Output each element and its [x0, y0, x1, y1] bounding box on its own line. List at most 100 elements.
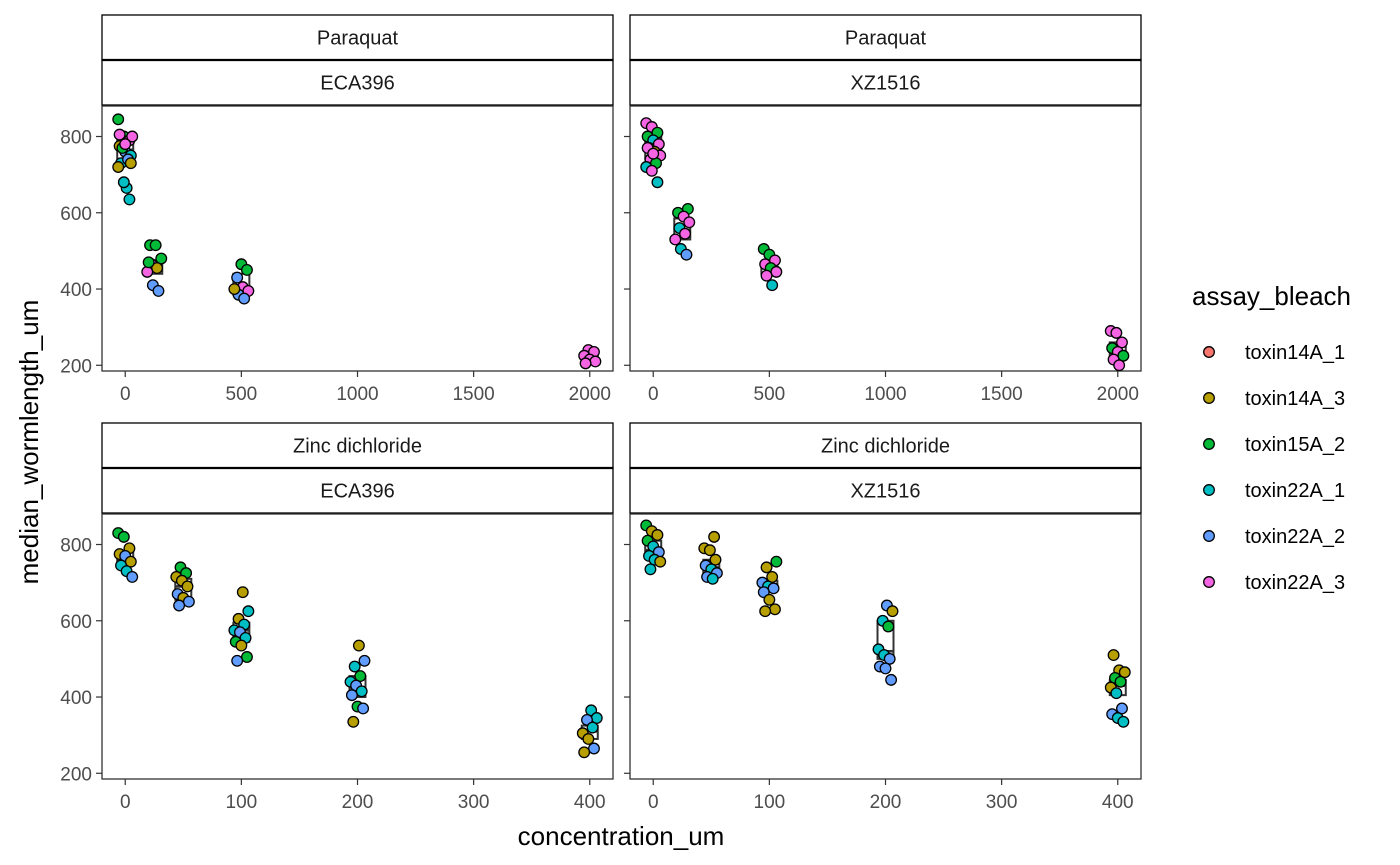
x-tick-label: 0 — [648, 792, 659, 813]
legend-item: toxin22A_1 — [1203, 480, 1345, 502]
panel-border — [629, 105, 1142, 372]
data-point — [123, 193, 136, 206]
data-point — [1117, 715, 1130, 728]
legend-label: toxin22A_1 — [1245, 480, 1345, 502]
data-point — [357, 702, 370, 715]
data-point — [669, 233, 682, 246]
data-point — [767, 582, 780, 595]
data-point — [766, 570, 779, 583]
data-point — [886, 605, 899, 618]
x-tick-label: 300 — [458, 792, 490, 813]
strip-box — [101, 467, 614, 514]
data-point — [651, 176, 664, 189]
y-tick-label: 600 — [60, 612, 92, 633]
data-point — [708, 530, 721, 543]
legend: assay_bleach toxin14A_1 toxin14A_3 toxin15… — [1192, 281, 1351, 594]
data-point — [760, 561, 773, 574]
legend-key — [1203, 484, 1215, 496]
data-point — [770, 555, 783, 568]
x-tick-label: 400 — [574, 792, 606, 813]
strip-box — [629, 59, 1142, 106]
data-point — [113, 128, 126, 141]
x-axis-title: concentration_um — [518, 821, 725, 851]
strip-label-strain: ECA396 — [320, 73, 395, 95]
y-tick-label: 200 — [60, 356, 92, 377]
legend-key — [1203, 576, 1215, 588]
strip-box — [101, 14, 614, 61]
data-point — [578, 746, 591, 759]
data-point — [760, 269, 773, 282]
data-point — [879, 662, 892, 675]
x-tick-label: 300 — [986, 792, 1018, 813]
data-point — [235, 639, 248, 652]
data-point — [588, 742, 600, 755]
strip-box — [101, 59, 614, 106]
data-point — [706, 572, 719, 585]
y-tick-label: 600 — [60, 204, 92, 225]
x-tick-label: 100 — [226, 792, 258, 813]
legend-item: toxin14A_3 — [1203, 388, 1345, 410]
data-point — [647, 147, 660, 160]
strip-box — [629, 467, 1142, 514]
strip-label-compound: Paraquat — [845, 28, 927, 50]
data-point — [769, 603, 781, 616]
y-tick-label: 400 — [60, 688, 92, 709]
data-point — [354, 670, 367, 683]
x-tick-label: 400 — [1102, 792, 1134, 813]
y-tick-label: 800 — [60, 536, 92, 557]
data-point — [1107, 649, 1120, 662]
x-tick-label: 200 — [342, 792, 374, 813]
data-point — [644, 563, 657, 576]
data-point — [766, 279, 779, 292]
data-point — [358, 654, 371, 667]
legend-items: toxin14A_1 toxin14A_3 toxin15A_2 toxin22A_1… — [1203, 342, 1345, 594]
legend-label: toxin22A_3 — [1245, 572, 1345, 594]
legend-key — [1203, 438, 1215, 450]
strip-label-strain: XZ1516 — [850, 73, 920, 95]
data-point — [181, 580, 194, 593]
data-point — [124, 157, 137, 170]
data-point — [347, 715, 360, 728]
x-tick-label: 1000 — [864, 384, 906, 405]
legend-item: toxin22A_2 — [1203, 526, 1345, 548]
data-point — [117, 176, 130, 189]
y-tick-label: 400 — [60, 280, 92, 301]
y-axis-title: median_wormlength_um — [14, 300, 44, 585]
data-point — [112, 161, 125, 173]
data-point — [141, 265, 154, 278]
data-point — [709, 553, 722, 566]
data-point — [586, 721, 599, 734]
data-point — [589, 355, 602, 368]
data-point — [683, 216, 696, 229]
legend-label: toxin15A_2 — [1245, 434, 1345, 456]
data-point — [703, 544, 716, 557]
legend-title: assay_bleach — [1192, 281, 1351, 311]
x-tick-label: 200 — [870, 792, 902, 813]
data-point — [882, 620, 895, 633]
x-tick-label: 0 — [120, 384, 131, 405]
data-point — [182, 595, 195, 608]
strip-box — [101, 422, 614, 469]
data-point — [1110, 687, 1123, 700]
data-point — [152, 284, 165, 297]
data-point — [582, 733, 595, 745]
x-tick-label: 500 — [226, 384, 258, 405]
data-point — [883, 652, 896, 665]
data-point — [645, 164, 658, 177]
data-point — [142, 256, 155, 269]
x-tick-label: 1500 — [452, 384, 494, 405]
facet-panel: Zinc dichloride XZ1516 0 100 200 300 400 — [624, 422, 1142, 813]
x-tick-label: 100 — [754, 792, 786, 813]
facet-panel: Zinc dichloride ECA396 200 400 600 800 0 100 200… — [60, 422, 614, 813]
panel-border — [101, 105, 614, 372]
data-point — [651, 529, 664, 541]
y-tick-label: 800 — [60, 128, 92, 149]
strip-label-compound: Paraquat — [317, 28, 399, 50]
legend-label: toxin14A_1 — [1245, 342, 1345, 364]
data-point — [355, 685, 368, 698]
legend-key — [1203, 392, 1215, 404]
data-point — [579, 357, 592, 370]
x-tick-label: 2000 — [569, 384, 611, 405]
legend-item: toxin22A_3 — [1203, 572, 1345, 594]
